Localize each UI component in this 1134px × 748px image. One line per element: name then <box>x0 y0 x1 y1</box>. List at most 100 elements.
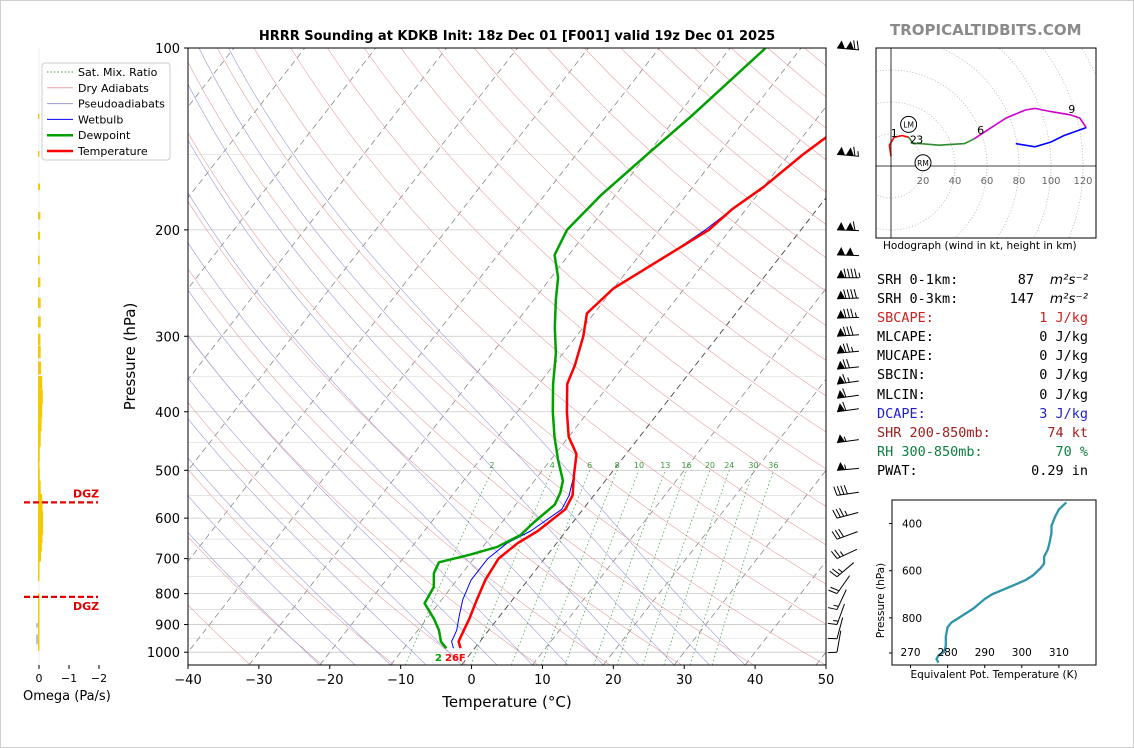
barb-pennant <box>845 247 854 256</box>
barb-staff <box>836 630 842 653</box>
barb-flag <box>834 529 841 539</box>
mixing-ratio-label: 30 <box>748 461 758 470</box>
pseudoadiabat-line <box>188 192 604 665</box>
param-unit: m²s⁻² <box>1049 272 1088 288</box>
legend: Sat. Mix. Ratio Dry Adiabats Pseudoadiabat… <box>41 62 171 161</box>
barb-flag <box>846 308 850 318</box>
omega-bar <box>38 468 40 489</box>
barb-flag <box>853 40 856 50</box>
pseudoadiabat-line <box>198 48 710 665</box>
hodograph-trace <box>907 136 975 147</box>
omega-bar <box>38 376 43 390</box>
barb-flag <box>846 326 850 336</box>
x-tick-label: −40 <box>174 673 201 688</box>
barb-flag <box>827 637 838 640</box>
legend-entry: Dry Adiabats <box>78 82 149 95</box>
dry-adiabat-line <box>188 61 826 665</box>
hodograph-tick-label: 40 <box>949 176 962 187</box>
isotherm-line <box>188 48 377 290</box>
barb-flag <box>835 508 841 518</box>
wetbulb-profile <box>451 136 826 649</box>
param-row: RH 300-850mb: 70 % <box>877 443 1092 462</box>
chart-title: HRRR Sounding at KDKB Init: 18z Dec 01 [… <box>259 29 775 44</box>
theta-e-x-tick-label: 270 <box>901 647 921 659</box>
theta-e-frame <box>891 499 1097 666</box>
x-tick-label: 20 <box>605 673 622 688</box>
hodograph-tick-label: 80 <box>1013 176 1026 187</box>
mixing-ratio-line <box>593 470 666 665</box>
hodograph-trace <box>1015 126 1087 148</box>
param-value: 70 % <box>1055 443 1088 460</box>
isotherm-line <box>461 197 826 665</box>
omega-bar <box>38 151 40 157</box>
barb-flag <box>846 358 850 368</box>
param-value: 0 J/kg <box>1039 329 1088 346</box>
mixing-ratio-label: 24 <box>724 461 734 470</box>
barb-flag <box>833 486 838 496</box>
hodograph-tick-label: 100 <box>1041 176 1060 187</box>
omega-tick-label: 0 <box>36 672 43 685</box>
dry-adiabat-line <box>188 468 395 665</box>
wind-barb <box>836 40 859 51</box>
theta-e-x-tick-label: 300 <box>1012 647 1032 659</box>
barb-pennant <box>837 434 845 443</box>
barb-flag <box>836 486 841 496</box>
barb-staff <box>836 589 847 610</box>
theta-e-y-tick-label: 800 <box>902 613 922 625</box>
hodograph-tick-label: 120 <box>1073 176 1092 187</box>
mixing-ratio-line <box>616 470 687 665</box>
dry-adiabat-line <box>188 200 682 665</box>
barb-half-flag <box>858 272 861 278</box>
wind-barb <box>836 434 859 444</box>
barb-staff <box>836 617 844 639</box>
y-tick-label: 500 <box>155 464 180 479</box>
wind-barb <box>836 401 859 413</box>
barb-flag <box>827 651 838 654</box>
y-tick-label: 1000 <box>147 646 180 661</box>
mixing-ratio-line <box>540 470 618 665</box>
hodograph-height-label: 9 <box>1068 103 1075 116</box>
surface-dewpoint-label: 2 <box>435 653 442 664</box>
wind-barb <box>837 268 861 279</box>
omega-bar <box>38 255 40 265</box>
wind-barb <box>836 308 860 319</box>
param-row: SBCIN: 0 J/kg <box>877 366 1092 385</box>
param-row: DCAPE: 3 J/kg <box>877 405 1092 424</box>
omega-bar <box>38 614 40 651</box>
barb-flag <box>840 485 845 495</box>
mixing-ratio-label: 10 <box>634 461 644 470</box>
wind-barb <box>836 374 859 385</box>
barb-staff <box>836 575 851 594</box>
barb-staff <box>836 491 859 496</box>
barb-staff <box>836 366 859 370</box>
barb-pennant <box>837 290 845 299</box>
param-row: MLCIN: 0 J/kg <box>877 386 1092 405</box>
mixing-ratio-line <box>663 470 730 665</box>
param-label: MLCIN: <box>877 386 926 403</box>
barb-staff <box>836 380 859 385</box>
dry-adiabat-line <box>363 48 826 470</box>
x-tick-label: −10 <box>387 673 414 688</box>
barb-half-flag <box>847 377 850 383</box>
pseudoadiabat-line <box>188 139 640 665</box>
theta-e-profile <box>935 501 1068 664</box>
y-tick-label: 800 <box>155 588 180 603</box>
dgz-label: DGZ <box>73 600 99 613</box>
param-row: m²s⁻² SRH 0-1km: 87 <box>877 271 1092 290</box>
barb-pennant <box>837 344 845 354</box>
mixing-ratio-line <box>642 470 711 665</box>
omega-bar <box>38 480 41 502</box>
skewt-frame <box>187 47 827 666</box>
wind-barb <box>836 388 859 399</box>
x-tick-label: −30 <box>245 673 272 688</box>
brand-watermark: TROPICALTIDBITS.COM <box>890 21 1082 39</box>
param-row: SHR 200-850mb: 74 kt <box>877 424 1092 443</box>
isotherm-line <box>602 378 826 665</box>
barb-half-flag <box>854 312 857 318</box>
barb-half-flag <box>844 464 847 470</box>
barb-pennant <box>837 360 845 370</box>
pseudoadiabat-line <box>188 418 427 665</box>
barb-staff <box>836 531 858 540</box>
hodograph-height-label: 2 <box>910 134 917 147</box>
pseudoadiabat-line <box>188 495 356 665</box>
